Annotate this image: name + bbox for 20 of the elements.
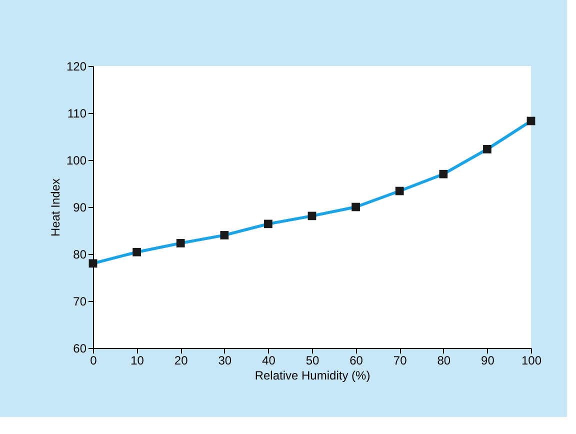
x-tick-label: 50 — [306, 354, 320, 368]
x-tick-label: 0 — [90, 354, 98, 368]
y-axis-title: Heat Index — [48, 178, 62, 237]
x-axis-title: Relative Humidity (%) — [254, 368, 370, 382]
y-tick-label: 120 — [66, 60, 87, 74]
y-tick-label: 70 — [73, 294, 87, 308]
y-tick-label: 90 — [73, 200, 87, 214]
x-tick-label: 70 — [393, 354, 408, 368]
x-tick-label: 40 — [262, 354, 276, 368]
y-tick-label: 110 — [67, 106, 87, 120]
x-tick-label: 60 — [350, 354, 364, 368]
x-tick-label: 90 — [481, 354, 495, 368]
x-tick-label: 100 — [521, 354, 542, 368]
x-tick-label: 80 — [437, 354, 451, 368]
x-tick-label: 10 — [130, 354, 144, 368]
y-tick-label: 100 — [66, 154, 87, 168]
y-tick-label: 60 — [73, 342, 87, 356]
x-tick-label: 20 — [174, 354, 188, 368]
x-tick-label: 30 — [218, 354, 232, 368]
y-tick-label: 80 — [73, 248, 87, 262]
